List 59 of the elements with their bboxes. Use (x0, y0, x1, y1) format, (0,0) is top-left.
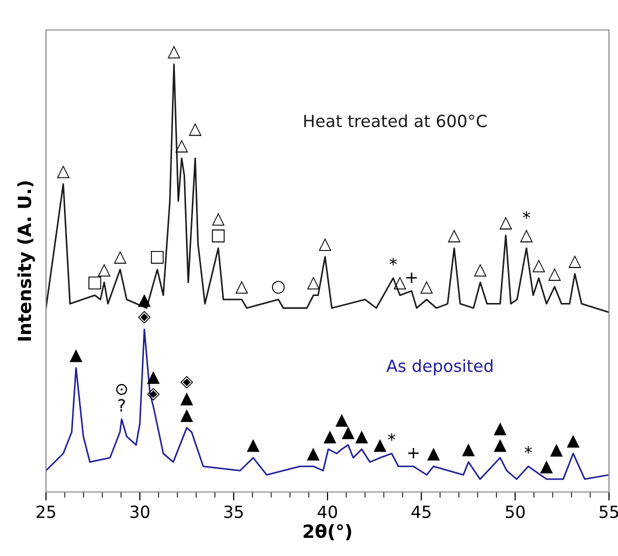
annotation: □ (212, 230, 225, 242)
annotation: * (390, 258, 397, 266)
annotation: ▲ (342, 426, 355, 440)
annotation: + (406, 272, 417, 284)
annotation: ▲ (494, 439, 507, 452)
annotation: △ (188, 123, 202, 136)
annotation: ▲ (355, 430, 368, 444)
annotation: ▲ (180, 409, 194, 422)
annotation: □ (150, 250, 164, 264)
annotation: △ (114, 250, 126, 264)
annotation: △ (307, 276, 320, 290)
annotation: ▲ (70, 349, 82, 362)
annotation: * (522, 211, 530, 219)
annotation: ◈ (180, 376, 194, 389)
annotation: △ (168, 46, 180, 58)
x-tick-label: 45 (412, 506, 430, 518)
annotation: ▲ (306, 448, 320, 460)
annotation: △ (420, 280, 433, 294)
annotation: △ (548, 268, 561, 281)
y-axis-title: Intensity (A. U.) (17, 181, 35, 341)
annotation: △ (520, 230, 533, 242)
x-tick-label: 40 (318, 505, 337, 518)
annotation: ▲ (324, 430, 336, 444)
x-tick-label: 30 (130, 505, 150, 518)
annotation: ▲ (540, 460, 553, 474)
annotation: △ (318, 238, 332, 251)
x-axis-title: 2θ(°) (304, 524, 352, 540)
annotation: △ (499, 216, 512, 230)
annotation: △ (212, 212, 225, 226)
annotation: △ (98, 264, 111, 277)
annotation: △ (532, 260, 546, 272)
annotation: △ (235, 280, 248, 294)
annotation: □ (88, 276, 102, 290)
annotation: ▲ (566, 434, 580, 448)
annotation: ○ (272, 280, 285, 294)
annotation: ▲ (494, 422, 507, 436)
text: As deposited (386, 359, 492, 376)
annotation: ▲ (462, 443, 475, 456)
annotation: + (408, 448, 419, 458)
annotation: △ (56, 165, 70, 178)
annotation: △ (568, 255, 582, 268)
x-tick-label: 35 (224, 505, 243, 518)
annotation: ? (118, 399, 125, 412)
annotation: △ (474, 264, 487, 277)
annotation: ⊙ (116, 384, 128, 395)
annotation: * (388, 433, 396, 441)
x-tick-label: 55 (600, 506, 618, 518)
annotation: ◈ (138, 310, 151, 324)
annotation: * (524, 446, 532, 454)
x-tick-label: 25 (36, 505, 56, 518)
annotation: ▲ (427, 448, 440, 460)
annotation: ▲ (335, 414, 348, 427)
annotation: ▲ (180, 392, 194, 406)
annotation: ▲ (246, 439, 260, 452)
annotation: ▲ (374, 439, 386, 452)
annotation: ▲ (550, 444, 563, 457)
text: Heat treated at 600°C (304, 114, 487, 128)
x-tick-label: 50 (506, 505, 525, 518)
annotation: △ (448, 230, 461, 242)
